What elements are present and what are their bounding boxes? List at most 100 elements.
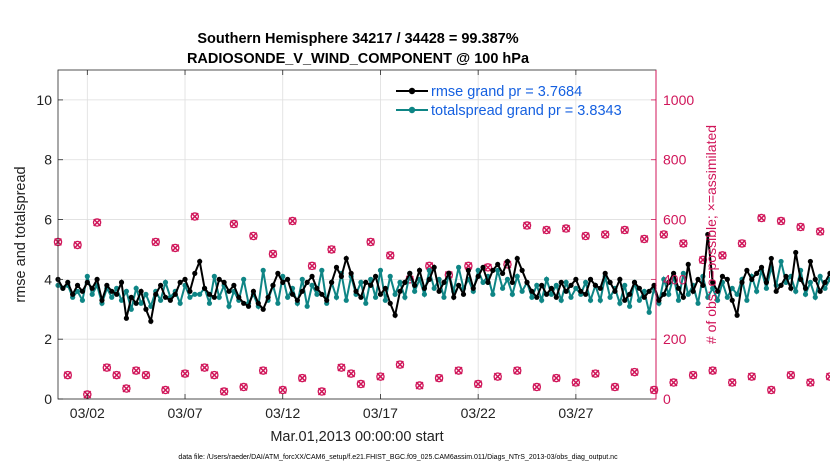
rmse-point — [74, 282, 81, 288]
obs-assimilated-point — [435, 374, 444, 382]
obs-possible-point — [112, 370, 121, 380]
rmse-point — [368, 282, 374, 288]
rmse-point — [118, 279, 125, 285]
rmse-point — [749, 276, 755, 282]
totalspread-point — [426, 267, 432, 273]
rmse-point — [348, 270, 354, 276]
obs-possible-point — [249, 231, 258, 241]
obs-assimilated-point — [142, 371, 150, 380]
totalspread-point — [573, 285, 579, 291]
totalspread-point — [793, 288, 799, 294]
rmse-point — [817, 288, 823, 294]
rmse-point — [802, 285, 809, 291]
totalspread-point — [333, 294, 340, 300]
totalspread-point — [558, 297, 564, 303]
totalspread-point — [382, 297, 388, 303]
rmse-point — [729, 297, 735, 303]
obs-possible-point — [63, 370, 73, 380]
rmse-point — [236, 294, 242, 300]
totalspread-point — [148, 303, 154, 309]
obs-assimilated-point — [269, 250, 277, 258]
obs-assimilated-point — [464, 261, 473, 270]
rmse-point — [758, 264, 765, 270]
obs-assimilated-point — [161, 386, 170, 394]
legend-totalspread-marker — [408, 106, 416, 114]
obs-assimilated-point — [669, 378, 678, 387]
totalspread-point — [817, 273, 823, 279]
totalspread-point — [319, 267, 325, 273]
rmse-point — [587, 276, 594, 282]
obs-possible-point — [591, 369, 600, 378]
rmse-point — [710, 279, 716, 285]
y-tick-label-right: 200 — [663, 331, 687, 347]
obs-possible-point — [757, 213, 766, 223]
rmse-point — [499, 270, 506, 276]
rmse-point — [734, 312, 740, 318]
obs-possible-point — [288, 216, 297, 226]
y-tick-label-left: 0 — [44, 391, 52, 407]
totalspread-point — [441, 294, 447, 300]
rmse-point — [182, 276, 188, 282]
rmse-point — [397, 288, 403, 294]
legend: rmse grand pr = 3.7684 totalspread grand… — [396, 84, 622, 119]
totalspread-point — [490, 291, 496, 297]
totalspread-point — [680, 270, 686, 276]
totalspread-point — [226, 303, 232, 309]
plot-frame — [57, 69, 657, 400]
obs-possible-point — [219, 387, 229, 396]
totalspread-point — [314, 291, 320, 297]
obs-assimilated-point — [308, 261, 316, 270]
totalspread-point — [74, 288, 81, 294]
totalspread-point — [109, 294, 115, 300]
totalspread-point — [529, 294, 535, 300]
rmse-point — [465, 267, 471, 273]
obs-assimilated-point — [366, 238, 375, 246]
rmse-point — [807, 258, 813, 265]
obs-assimilated-point — [317, 387, 326, 396]
rmse-point — [754, 270, 760, 276]
rmse-point — [504, 258, 511, 265]
obs-assimilated-point — [171, 244, 180, 252]
totalspread-point — [553, 282, 559, 288]
totalspread-point — [539, 297, 545, 303]
rmse-point — [402, 279, 408, 285]
obs-assimilated-point — [376, 372, 385, 381]
rmse-point — [446, 270, 452, 276]
rmse-point — [162, 294, 169, 300]
obs-possible-point — [571, 378, 581, 387]
rmse-point — [553, 294, 559, 300]
rmse-point — [304, 279, 310, 285]
x-tick-label: 03/22 — [461, 405, 496, 421]
obs-possible-point — [630, 367, 639, 377]
obs-assimilated-point — [679, 239, 688, 248]
rmse-point — [641, 294, 647, 300]
totalspread-point — [387, 273, 393, 279]
data-file-footer: data file: /Users/raeder/DAI/ATM_forcXX/… — [178, 454, 618, 461]
y-tick-label-right: 1000 — [663, 92, 694, 108]
totalspread-point — [260, 267, 266, 273]
totalspread-point — [280, 273, 286, 279]
y-tick-label-right: 600 — [663, 212, 687, 228]
rmse-point — [260, 306, 266, 312]
rmse-point — [485, 279, 491, 285]
obs-assimilated-point — [454, 366, 463, 375]
rmse-point — [592, 282, 599, 288]
obs-assimilated-point — [396, 360, 404, 369]
rmse-point — [490, 267, 496, 273]
x-tick-label: 03/12 — [265, 405, 300, 421]
totalspread-point — [568, 294, 574, 300]
obs-possible-point — [171, 243, 180, 253]
totalspread-point — [421, 291, 428, 297]
obs-assimilated-point — [151, 238, 160, 246]
rmse-point — [456, 282, 462, 288]
obs-assimilated-point — [542, 226, 551, 234]
y-tick-label-right: 800 — [663, 152, 687, 168]
obs-possible-point — [747, 372, 757, 381]
x-tick-label: 03/27 — [558, 405, 593, 421]
rmse-point — [99, 297, 105, 303]
totalspread-point — [705, 294, 711, 300]
totalspread-point — [807, 279, 813, 285]
rmse-point — [744, 267, 750, 273]
totalspread-point — [729, 285, 735, 291]
obs-possible-point — [796, 222, 805, 232]
